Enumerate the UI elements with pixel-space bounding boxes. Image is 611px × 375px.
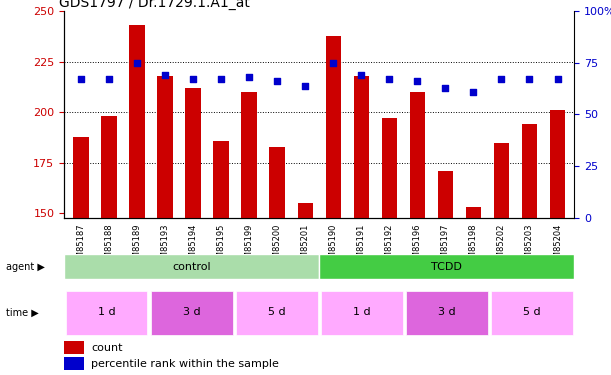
Point xyxy=(525,76,535,82)
Point xyxy=(497,76,507,82)
Bar xyxy=(491,291,573,335)
Bar xyxy=(319,254,574,279)
Point xyxy=(244,74,254,80)
Point xyxy=(552,76,562,82)
Bar xyxy=(298,203,313,217)
Bar xyxy=(382,118,397,218)
Point xyxy=(356,72,366,78)
Bar xyxy=(550,110,565,218)
Bar xyxy=(73,136,89,218)
Point xyxy=(328,60,338,66)
Text: 5 d: 5 d xyxy=(268,307,285,317)
Bar xyxy=(241,92,257,218)
Bar xyxy=(269,147,285,218)
Bar xyxy=(326,36,341,218)
Text: 5 d: 5 d xyxy=(523,307,541,317)
Text: 1 d: 1 d xyxy=(98,307,115,317)
Bar xyxy=(158,76,173,217)
Point xyxy=(273,78,282,84)
Point xyxy=(441,85,450,91)
Text: count: count xyxy=(91,343,123,352)
Point xyxy=(104,76,114,82)
Text: agent ▶: agent ▶ xyxy=(6,262,45,272)
Text: GDS1797 / Dr.1729.1.A1_at: GDS1797 / Dr.1729.1.A1_at xyxy=(59,0,250,10)
Bar xyxy=(64,357,84,370)
Bar xyxy=(64,254,319,279)
Text: 1 d: 1 d xyxy=(353,307,371,317)
Text: TCDD: TCDD xyxy=(431,262,463,272)
Point xyxy=(412,78,422,84)
Text: percentile rank within the sample: percentile rank within the sample xyxy=(91,359,279,369)
Text: control: control xyxy=(172,262,211,272)
Bar xyxy=(130,26,145,218)
Text: time ▶: time ▶ xyxy=(6,308,39,318)
Bar xyxy=(185,88,201,218)
Bar xyxy=(354,76,369,217)
Bar xyxy=(522,124,537,217)
Bar xyxy=(409,92,425,218)
Bar xyxy=(64,341,84,354)
Text: 3 d: 3 d xyxy=(438,307,456,317)
Point xyxy=(188,76,198,82)
Point xyxy=(76,76,86,82)
Bar xyxy=(494,142,509,218)
Bar xyxy=(101,116,117,218)
Bar xyxy=(437,171,453,217)
Bar xyxy=(321,291,403,335)
Bar xyxy=(151,291,233,335)
Point xyxy=(160,72,170,78)
Point xyxy=(132,60,142,66)
Bar xyxy=(66,291,147,335)
Bar xyxy=(406,291,488,335)
Point xyxy=(384,76,394,82)
Bar xyxy=(213,141,229,218)
Point xyxy=(216,76,226,82)
Bar xyxy=(466,207,481,218)
Text: 3 d: 3 d xyxy=(183,307,200,317)
Bar xyxy=(236,291,318,335)
Point xyxy=(301,82,310,88)
Point xyxy=(469,89,478,95)
